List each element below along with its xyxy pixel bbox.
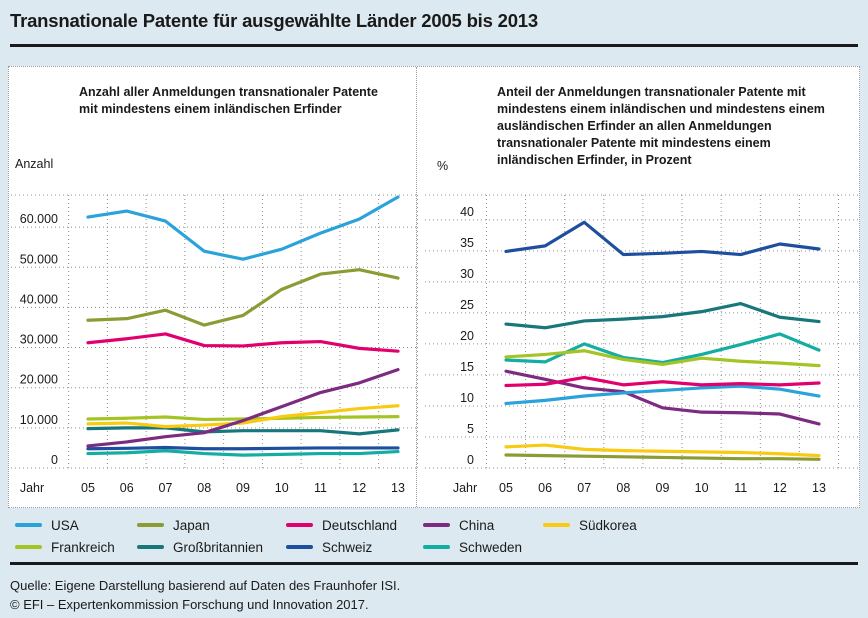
y-tick-label: 5: [467, 422, 474, 436]
legend-label: Großbritannien: [173, 539, 264, 555]
legend-label: Japan: [173, 517, 210, 533]
y-tick-label: 20.000: [20, 373, 58, 387]
right-chart-panel: Anteil der Anmeldungen transnationaler P…: [417, 67, 859, 507]
left-chart-plot: 0 10.000 20.000 30.000 40.000 50.000 60.000 05 0…: [11, 194, 418, 495]
x-tick-label: 08: [616, 481, 630, 495]
figure-title: Transnationale Patente für ausgewählte L…: [10, 10, 538, 31]
legend-item-usa: USA: [15, 516, 79, 534]
line-Frankreich: [504, 349, 821, 368]
legend-label: Schweiz: [322, 539, 373, 555]
line-China: [504, 369, 821, 426]
source-note: Quelle: Eigene Darstellung basierend auf…: [10, 578, 401, 593]
left-chart-panel: Anzahl aller Anmeldungen transnationaler…: [9, 67, 418, 507]
y-tick-label: 20: [460, 329, 474, 343]
left-chart-title: Anzahl aller Anmeldungen transnationaler…: [79, 85, 378, 116]
line-Japan: [86, 268, 400, 327]
legend-swatch-schweden: [423, 545, 450, 549]
x-tick-label: 07: [577, 481, 591, 495]
x-tick-label: 12: [773, 481, 787, 495]
line-Südkorea: [86, 404, 400, 429]
legend-label: Deutschland: [322, 517, 398, 533]
line-China: [86, 368, 400, 448]
line-USA: [86, 195, 400, 261]
line-Südkorea: [504, 443, 821, 458]
line-Deutschland: [504, 375, 821, 388]
legend-item-frankreich: Frankreich: [15, 538, 115, 556]
y-tick-label: 10: [460, 391, 474, 405]
x-tick-label: 13: [391, 481, 405, 495]
x-tick-label: 05: [499, 481, 513, 495]
line-Schweiz: [504, 220, 821, 257]
y-tick-label: 40.000: [20, 292, 58, 306]
x-tick-label: 07: [159, 481, 173, 495]
x-tick-label: 11: [734, 481, 747, 495]
legend-swatch-usa: [15, 523, 42, 527]
x-tick-label: 08: [197, 481, 211, 495]
legend-label: China: [459, 517, 495, 533]
x-axis-label: Jahr: [453, 481, 477, 495]
top-rule: [10, 44, 858, 47]
legend-item-deutschland: Deutschland: [286, 516, 397, 534]
line-Schweden: [504, 332, 821, 365]
line-USA: [504, 384, 821, 406]
y-tick-label: 25: [460, 298, 474, 312]
legend-label: Schweden: [459, 539, 523, 555]
legend-swatch-schweiz: [286, 545, 313, 549]
x-tick-label: 10: [695, 481, 709, 495]
y-tick-label: 0: [467, 453, 474, 467]
y-tick-label: 60.000: [20, 212, 58, 226]
legend-swatch-suedkorea: [543, 523, 570, 527]
y-tick-label: 10.000: [20, 413, 58, 427]
line-Japan: [504, 453, 821, 461]
y-tick-label: 0: [51, 453, 58, 467]
legend-item-china: China: [423, 516, 494, 534]
line-Großbritannien: [504, 301, 821, 330]
right-y-axis-unit: %: [437, 159, 449, 173]
y-tick-label: 40: [460, 205, 474, 219]
legend: USA Japan Deutschland China Südkorea Fra…: [0, 512, 868, 558]
legend-swatch-china: [423, 523, 450, 527]
y-tick-label: 30.000: [20, 333, 58, 347]
left-y-axis-unit: Anzahl: [15, 157, 54, 171]
x-tick-label: 06: [538, 481, 552, 495]
legend-item-japan: Japan: [137, 516, 210, 534]
legend-swatch-japan: [137, 523, 164, 527]
x-tick-label: 10: [275, 481, 289, 495]
chart-band: Anzahl aller Anmeldungen transnationaler…: [8, 66, 860, 508]
copyright-note: © EFI – Expertenkommission Forschung und…: [10, 597, 369, 612]
line-Deutschland: [86, 332, 400, 353]
y-tick-label: 30: [460, 267, 474, 281]
y-tick-label: 35: [460, 236, 474, 250]
x-tick-label: 05: [81, 481, 95, 495]
x-tick-label: 06: [120, 481, 134, 495]
right-chart-title: Anteil der Anmeldungen transnationaler P…: [497, 85, 825, 167]
x-tick-label: 12: [352, 481, 366, 495]
legend-label: USA: [51, 517, 79, 533]
legend-swatch-frankreich: [15, 545, 42, 549]
legend-item-schweden: Schweden: [423, 538, 522, 556]
line-Großbritannien: [86, 426, 400, 436]
legend-swatch-deutschland: [286, 523, 313, 527]
y-tick-label: 15: [460, 360, 474, 374]
line-Schweiz: [86, 445, 400, 451]
x-axis-label: Jahr: [20, 481, 44, 495]
legend-item-suedkorea: Südkorea: [543, 516, 637, 534]
legend-item-schweiz: Schweiz: [286, 538, 372, 556]
x-tick-label: 11: [314, 481, 327, 495]
legend-label: Südkorea: [579, 517, 637, 533]
line-Schweden: [86, 449, 400, 457]
bottom-rule: [10, 562, 858, 565]
y-tick-label: 50.000: [20, 252, 58, 266]
x-tick-label: 13: [812, 481, 826, 495]
legend-item-grossbritannien: Großbritannien: [137, 538, 263, 556]
legend-swatch-grossbritannien: [137, 545, 164, 549]
legend-label: Frankreich: [51, 539, 115, 555]
x-tick-label: 09: [236, 481, 250, 495]
x-tick-label: 09: [656, 481, 670, 495]
